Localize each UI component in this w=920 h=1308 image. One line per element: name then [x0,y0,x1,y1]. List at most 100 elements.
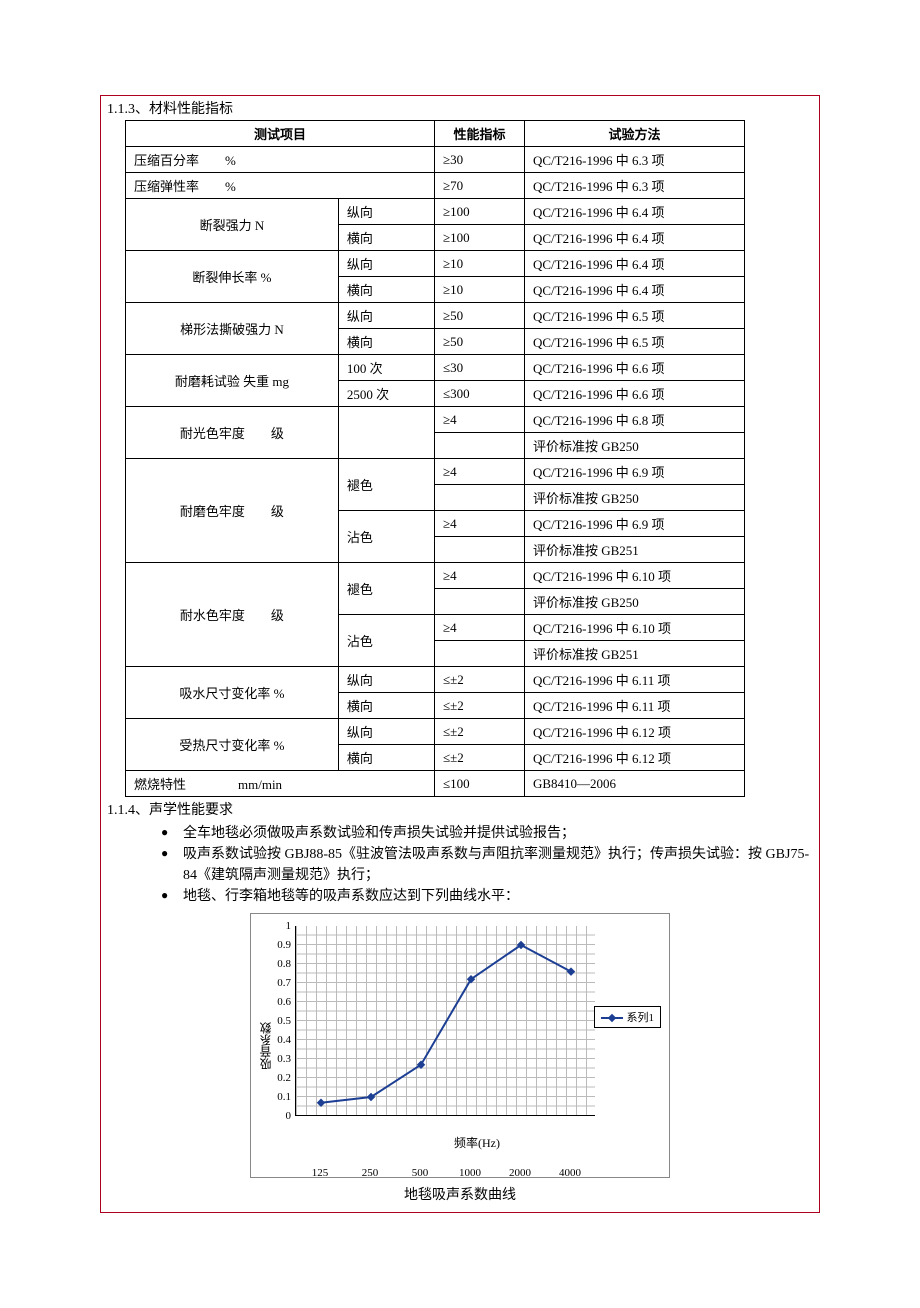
cell-method: QC/T216-1996 中 6.9 项 [525,459,745,485]
section-2-title: 1.1.4、声学性能要求 [101,797,819,821]
cell-test: 断裂伸长率 % [126,251,339,303]
cell-method: QC/T216-1996 中 6.11 项 [525,693,745,719]
ytick-label: 0.2 [277,1072,291,1084]
cell-test: 耐磨色牢度 级 [126,459,339,563]
legend-marker-icon [601,1017,623,1019]
cell-test: 梯形法撕破强力 N [126,303,339,355]
cell-method: 评价标准按 GB250 [525,485,745,511]
cell-value [435,485,525,511]
cell-sub: 沾色 [338,511,434,563]
table-row: 压缩弹性率 %≥70QC/T216-1996 中 6.3 项 [126,173,745,199]
cell-method: 评价标准按 GB251 [525,537,745,563]
cell-value: ≥30 [435,147,525,173]
chart-ylabel: 吸音系数 [257,1022,274,1070]
cell-sub [338,407,434,459]
table-header-row: 测试项目 性能指标 试验方法 [126,121,745,147]
cell-value: ≥4 [435,615,525,641]
spec-table: 测试项目 性能指标 试验方法 压缩百分率 %≥30QC/T216-1996 中 … [125,120,745,797]
cell-sub: 褪色 [338,563,434,615]
ytick-label: 0.6 [277,996,291,1008]
cell-method: 评价标准按 GB251 [525,641,745,667]
cell-sub: 纵向 [338,719,434,745]
cell-method: QC/T216-1996 中 6.8 项 [525,407,745,433]
xtick-label: 4000 [559,1167,581,1179]
cell-value: ≤300 [435,381,525,407]
cell-value: ≥4 [435,407,525,433]
cell-method: QC/T216-1996 中 6.12 项 [525,719,745,745]
cell-test: 燃烧特性 mm/min [126,771,435,797]
cell-test: 吸水尺寸变化率 % [126,667,339,719]
cell-method: QC/T216-1996 中 6.9 项 [525,511,745,537]
absorption-chart: 吸音系数 00.10.20.30.40.50.60.70.80.91 系列1 1… [250,913,670,1204]
cell-value [435,589,525,615]
cell-method: QC/T216-1996 中 6.4 项 [525,199,745,225]
bullet-item: 地毯、行李箱地毯等的吸声系数应达到下列曲线水平： [161,886,819,907]
cell-method: QC/T216-1996 中 6.11 项 [525,667,745,693]
cell-sub: 横向 [338,693,434,719]
table-row: 燃烧特性 mm/min≤100GB8410—2006 [126,771,745,797]
cell-value: ≤30 [435,355,525,381]
cell-method: QC/T216-1996 中 6.12 项 [525,745,745,771]
legend-label: 系列1 [627,1012,655,1024]
cell-sub: 100 次 [338,355,434,381]
cell-value [435,641,525,667]
ytick-label: 0 [286,1110,292,1122]
cell-sub: 沾色 [338,615,434,667]
acoustic-bullet-list: 全车地毯必须做吸声系数试验和传声损失试验并提供试验报告； 吸声系数试验按 GBJ… [161,823,819,907]
cell-value: ≤100 [435,771,525,797]
cell-value: ≥4 [435,563,525,589]
cell-sub: 横向 [338,277,434,303]
ytick-label: 0.5 [277,1015,291,1027]
cell-value: ≥70 [435,173,525,199]
cell-test: 压缩弹性率 % [126,173,435,199]
cell-value: ≤±2 [435,719,525,745]
cell-value: ≤±2 [435,745,525,771]
xtick-label: 250 [362,1167,379,1179]
table-row: 耐水色牢度 级褪色≥4QC/T216-1996 中 6.10 项 [126,563,745,589]
cell-sub: 横向 [338,225,434,251]
cell-value: ≥10 [435,251,525,277]
cell-method: GB8410—2006 [525,771,745,797]
cell-method: QC/T216-1996 中 6.10 项 [525,563,745,589]
cell-sub: 纵向 [338,251,434,277]
bullet-item: 全车地毯必须做吸声系数试验和传声损失试验并提供试验报告； [161,823,819,844]
cell-value: ≥100 [435,199,525,225]
ytick-label: 0.8 [277,958,291,970]
cell-method: 评价标准按 GB250 [525,433,745,459]
chart-box: 吸音系数 00.10.20.30.40.50.60.70.80.91 系列1 1… [250,913,670,1178]
cell-test: 耐水色牢度 级 [126,563,339,667]
cell-value: ≥4 [435,511,525,537]
cell-sub: 褪色 [338,459,434,511]
table-row: 断裂伸长率 %纵向≥10QC/T216-1996 中 6.4 项 [126,251,745,277]
cell-method: QC/T216-1996 中 6.4 项 [525,251,745,277]
xtick-label: 125 [312,1167,329,1179]
cell-method: QC/T216-1996 中 6.3 项 [525,173,745,199]
cell-test: 压缩百分率 % [126,147,435,173]
chart-caption: 地毯吸声系数曲线 [250,1184,670,1204]
cell-value [435,433,525,459]
page-frame: 1.1.3、材料性能指标 测试项目 性能指标 试验方法 压缩百分率 %≥30QC… [100,95,820,1213]
cell-sub: 横向 [338,329,434,355]
cell-method: 评价标准按 GB250 [525,589,745,615]
table-row: 耐磨耗试验 失重 mg100 次≤30QC/T216-1996 中 6.6 项 [126,355,745,381]
xtick-label: 500 [412,1167,429,1179]
cell-method: QC/T216-1996 中 6.10 项 [525,615,745,641]
table-row: 梯形法撕破强力 N纵向≥50QC/T216-1996 中 6.5 项 [126,303,745,329]
chart-plot-area: 系列1 [295,926,595,1116]
th-method: 试验方法 [525,121,745,147]
table-row: 耐光色牢度 级≥4QC/T216-1996 中 6.8 项 [126,407,745,433]
xtick-label: 2000 [509,1167,531,1179]
cell-test: 受热尺寸变化率 % [126,719,339,771]
cell-sub: 纵向 [338,667,434,693]
cell-method: QC/T216-1996 中 6.5 项 [525,329,745,355]
ytick-label: 0.1 [277,1091,291,1103]
cell-value [435,537,525,563]
ytick-label: 0.4 [277,1034,291,1046]
cell-method: QC/T216-1996 中 6.6 项 [525,381,745,407]
chart-xlabel: 频率(Hz) [295,1134,659,1151]
section-1-title: 1.1.3、材料性能指标 [101,96,819,120]
cell-sub: 纵向 [338,303,434,329]
bullet-item: 吸声系数试验按 GBJ88-85《驻波管法吸声系数与声阻抗率测量规范》执行；传声… [161,844,819,886]
cell-value: ≤±2 [435,667,525,693]
cell-value: ≥50 [435,329,525,355]
